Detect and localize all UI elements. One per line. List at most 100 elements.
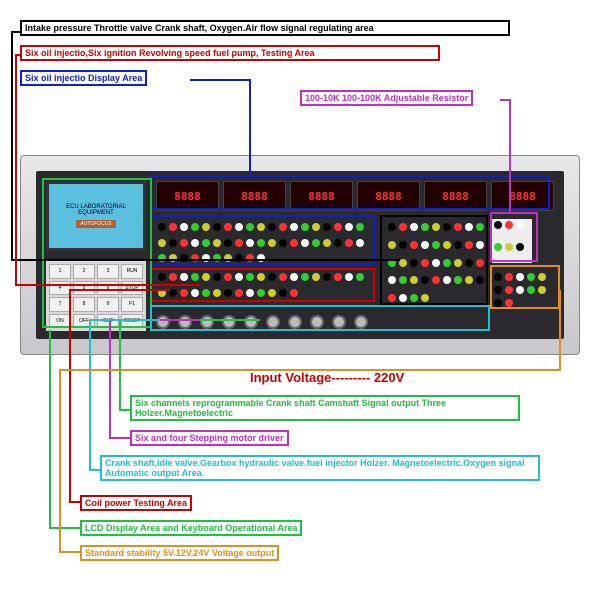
jack[interactable] [388,241,396,249]
keypad[interactable]: 123RUN456STOP789F1ONOFFOUTRESET [46,261,146,331]
jack[interactable] [202,273,210,281]
jack[interactable] [235,254,243,262]
jack[interactable] [516,273,524,281]
jack[interactable] [257,223,265,231]
jack[interactable] [454,276,462,284]
jack[interactable] [399,259,407,267]
jack[interactable] [476,276,484,284]
jack[interactable] [312,223,320,231]
jack[interactable] [505,221,513,229]
jack[interactable] [527,273,535,281]
key-stop[interactable]: STOP [121,281,143,296]
jack[interactable] [538,286,546,294]
bnc-connector[interactable] [222,315,236,329]
jack[interactable] [290,239,298,247]
jack[interactable] [505,299,513,307]
jack[interactable] [290,289,298,297]
jack[interactable] [516,221,524,229]
bnc-connector[interactable] [156,315,170,329]
jack[interactable] [180,289,188,297]
jack[interactable] [268,239,276,247]
jack[interactable] [410,241,418,249]
jack[interactable] [494,273,502,281]
jack[interactable] [334,239,342,247]
key-1[interactable]: 1 [49,264,71,279]
jack[interactable] [388,223,396,231]
key-run[interactable]: RUN [121,264,143,279]
jack[interactable] [224,239,232,247]
jack[interactable] [345,273,353,281]
jack[interactable] [191,223,199,231]
jack[interactable] [279,289,287,297]
jack[interactable] [388,294,396,302]
key-4[interactable]: 4 [49,281,71,296]
key-f1[interactable]: F1 [121,297,143,312]
jack[interactable] [202,289,210,297]
jack[interactable] [169,273,177,281]
jack[interactable] [421,241,429,249]
jack[interactable] [465,259,473,267]
jack[interactable] [191,289,199,297]
jack[interactable] [399,223,407,231]
jack[interactable] [158,289,166,297]
jacks-blue-area[interactable] [156,221,376,269]
jack[interactable] [158,254,166,262]
jack[interactable] [180,254,188,262]
jack[interactable] [410,276,418,284]
jack[interactable] [301,273,309,281]
jack[interactable] [516,243,524,251]
jack[interactable] [301,239,309,247]
jack[interactable] [410,294,418,302]
jacks-orange-area[interactable] [492,271,554,311]
jack[interactable] [169,254,177,262]
jack[interactable] [224,273,232,281]
jack[interactable] [443,259,451,267]
jack[interactable] [257,239,265,247]
jack[interactable] [268,273,276,281]
key-2[interactable]: 2 [73,264,95,279]
bnc-connector[interactable] [266,315,280,329]
bnc-connector[interactable] [310,315,324,329]
key-6[interactable]: 6 [97,281,119,296]
jack[interactable] [235,273,243,281]
key-out[interactable]: OUT [97,314,119,329]
jack[interactable] [213,254,221,262]
jack[interactable] [443,241,451,249]
jack[interactable] [356,273,364,281]
jack[interactable] [202,254,210,262]
jack[interactable] [476,223,484,231]
jack[interactable] [334,273,342,281]
jack[interactable] [421,294,429,302]
jack[interactable] [465,276,473,284]
jack[interactable] [301,223,309,231]
bnc-connector[interactable] [244,315,258,329]
jack[interactable] [257,254,265,262]
jack[interactable] [527,286,535,294]
jack[interactable] [180,223,188,231]
jack[interactable] [180,239,188,247]
jack[interactable] [191,273,199,281]
jack[interactable] [290,223,298,231]
jack[interactable] [421,223,429,231]
jack[interactable] [169,239,177,247]
jack[interactable] [312,273,320,281]
jack[interactable] [191,254,199,262]
jack[interactable] [356,223,364,231]
jack[interactable] [158,239,166,247]
jack[interactable] [213,289,221,297]
key-off[interactable]: OFF [73,314,95,329]
jacks-magenta-area[interactable] [492,219,532,263]
jack[interactable] [334,223,342,231]
jack[interactable] [224,254,232,262]
jack[interactable] [169,223,177,231]
jack[interactable] [323,223,331,231]
jack[interactable] [345,223,353,231]
bnc-connector[interactable] [354,315,368,329]
jack[interactable] [388,276,396,284]
jack[interactable] [454,259,462,267]
jack[interactable] [235,239,243,247]
jack[interactable] [432,223,440,231]
jack[interactable] [356,239,364,247]
jack[interactable] [158,273,166,281]
jack[interactable] [169,289,177,297]
